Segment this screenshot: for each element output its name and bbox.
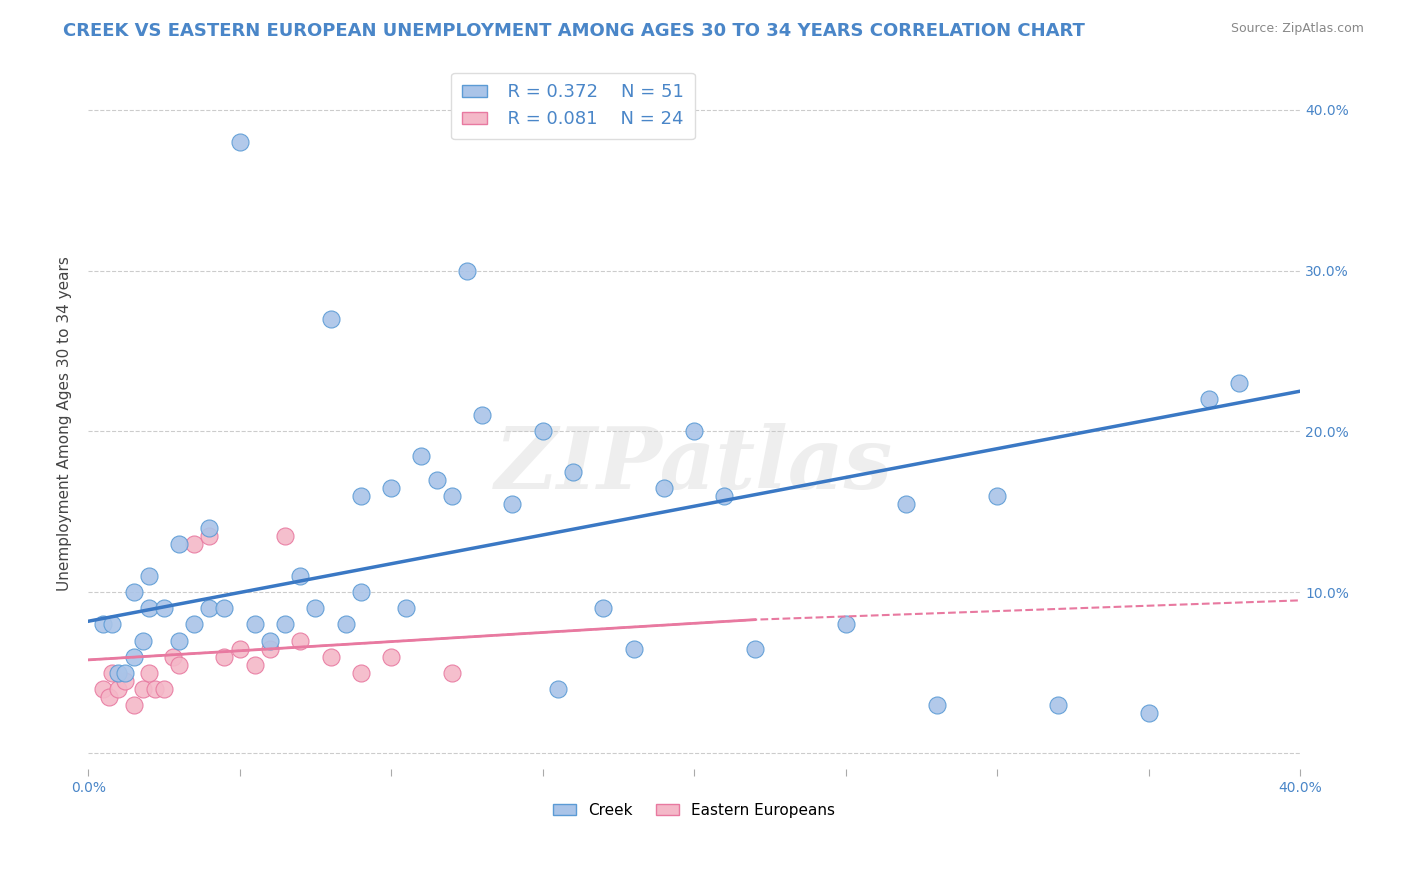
Point <box>122 698 145 712</box>
Point <box>131 633 153 648</box>
Point <box>274 617 297 632</box>
Point <box>162 649 184 664</box>
Point <box>925 698 948 712</box>
Point <box>243 657 266 672</box>
Point <box>259 633 281 648</box>
Point <box>561 465 583 479</box>
Point <box>91 681 114 696</box>
Point <box>243 617 266 632</box>
Point <box>107 665 129 680</box>
Point <box>350 585 373 599</box>
Point <box>350 665 373 680</box>
Point <box>440 489 463 503</box>
Point <box>623 641 645 656</box>
Point <box>167 657 190 672</box>
Text: ZIPatlas: ZIPatlas <box>495 423 893 507</box>
Point <box>426 473 449 487</box>
Text: Source: ZipAtlas.com: Source: ZipAtlas.com <box>1230 22 1364 36</box>
Point <box>304 601 326 615</box>
Point <box>143 681 166 696</box>
Point <box>228 135 250 149</box>
Point <box>744 641 766 656</box>
Point <box>114 665 136 680</box>
Point <box>1198 392 1220 407</box>
Point <box>91 617 114 632</box>
Point <box>652 481 675 495</box>
Point <box>380 649 402 664</box>
Point <box>183 537 205 551</box>
Point <box>198 601 221 615</box>
Point <box>167 537 190 551</box>
Point <box>335 617 357 632</box>
Point <box>411 449 433 463</box>
Point <box>547 681 569 696</box>
Point <box>395 601 418 615</box>
Point <box>228 641 250 656</box>
Point <box>98 690 121 704</box>
Y-axis label: Unemployment Among Ages 30 to 34 years: Unemployment Among Ages 30 to 34 years <box>58 256 72 591</box>
Point <box>131 681 153 696</box>
Point <box>122 585 145 599</box>
Point <box>214 601 236 615</box>
Point <box>107 681 129 696</box>
Point <box>198 529 221 543</box>
Point <box>319 649 342 664</box>
Point <box>350 489 373 503</box>
Point <box>471 409 494 423</box>
Point <box>274 529 297 543</box>
Point <box>290 633 312 648</box>
Point <box>153 601 176 615</box>
Point <box>138 569 160 583</box>
Point <box>380 481 402 495</box>
Point <box>896 497 918 511</box>
Point <box>290 569 312 583</box>
Point <box>1229 376 1251 391</box>
Legend: Creek, Eastern Europeans: Creek, Eastern Europeans <box>547 797 841 824</box>
Text: CREEK VS EASTERN EUROPEAN UNEMPLOYMENT AMONG AGES 30 TO 34 YEARS CORRELATION CHA: CREEK VS EASTERN EUROPEAN UNEMPLOYMENT A… <box>63 22 1085 40</box>
Point <box>138 665 160 680</box>
Point <box>153 681 176 696</box>
Point <box>101 617 124 632</box>
Point <box>1137 706 1160 720</box>
Point <box>501 497 523 511</box>
Point <box>1046 698 1069 712</box>
Point <box>101 665 124 680</box>
Point <box>713 489 735 503</box>
Point <box>214 649 236 664</box>
Point <box>114 673 136 688</box>
Point <box>319 311 342 326</box>
Point <box>138 601 160 615</box>
Point <box>456 263 478 277</box>
Point <box>259 641 281 656</box>
Point <box>183 617 205 632</box>
Point <box>531 425 554 439</box>
Point <box>986 489 1008 503</box>
Point <box>683 425 706 439</box>
Point <box>167 633 190 648</box>
Point <box>122 649 145 664</box>
Point <box>592 601 614 615</box>
Point <box>198 521 221 535</box>
Point <box>834 617 856 632</box>
Point <box>440 665 463 680</box>
